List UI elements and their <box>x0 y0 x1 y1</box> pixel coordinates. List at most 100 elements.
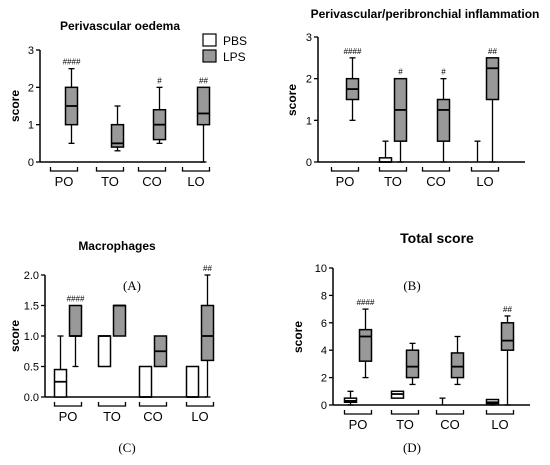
y-tick-label: 0.5 <box>24 362 39 374</box>
significance-annotation: # <box>157 76 162 85</box>
box-body <box>405 349 420 379</box>
box-lps-co <box>153 335 168 368</box>
panel-label: (A) <box>123 278 141 293</box>
x-category-label: TO <box>384 174 402 189</box>
box-body <box>196 86 211 126</box>
y-axis-label: score <box>8 320 22 352</box>
box-lps-to <box>112 304 127 337</box>
category-bracket <box>97 402 127 407</box>
significance-annotation: # <box>441 68 446 77</box>
x-category-label: PO <box>55 174 74 189</box>
legend-label-lps: LPS <box>223 50 246 64</box>
category-bracket <box>330 167 360 172</box>
panel-label: (D) <box>403 440 421 455</box>
box-lps-po <box>64 68 79 144</box>
box-pbs-co <box>138 365 153 398</box>
y-tick-label: 0 <box>28 157 34 169</box>
category-bracket <box>343 410 373 415</box>
category-bracket <box>390 410 420 415</box>
box-pbs-to <box>97 335 112 368</box>
legend: PBS LPS <box>202 33 247 64</box>
box-lps-co <box>152 86 167 144</box>
y-tick-label: 4 <box>321 345 327 357</box>
box-body <box>53 368 68 398</box>
box-body <box>436 98 451 142</box>
box-lps-to <box>405 342 420 386</box>
category-bracket <box>421 167 451 172</box>
legend-label-pbs: PBS <box>223 34 247 48</box>
box-pbs-lo <box>185 365 200 398</box>
box-pbs-lo <box>485 398 500 406</box>
y-axis-label: score <box>291 321 305 353</box>
y-tick-label: 1 <box>306 115 312 127</box>
x-category-label: TO <box>101 174 119 189</box>
box-body <box>68 304 83 337</box>
x-category-label: TO <box>396 417 414 432</box>
box-lps-lo <box>196 86 211 163</box>
y-tick-label: 8 <box>321 290 327 302</box>
box-body <box>110 123 125 148</box>
y-tick-label: 0.0 <box>24 392 39 404</box>
significance-annotation: #### <box>357 298 375 307</box>
category-bracket <box>95 167 125 172</box>
y-tick-label: 0 <box>306 157 312 169</box>
category-bracket <box>485 410 515 415</box>
box-body <box>138 365 153 398</box>
x-category-label: PO <box>59 409 78 424</box>
category-bracket <box>470 167 500 172</box>
box-lps-co <box>450 335 465 386</box>
box-body <box>200 304 215 362</box>
x-category-label: PO <box>349 417 368 432</box>
box-body <box>485 57 500 101</box>
box-body <box>358 328 373 362</box>
y-tick-label: 3 <box>306 32 312 44</box>
box-body <box>500 322 515 351</box>
y-tick-label: 3 <box>28 45 34 57</box>
category-bracket <box>378 167 408 172</box>
significance-annotation: ## <box>199 76 208 85</box>
x-category-label: CO <box>440 417 460 432</box>
significance-annotation: ## <box>488 47 497 56</box>
y-tick-label: 1 <box>28 120 34 132</box>
y-tick-label: 10 <box>315 263 327 275</box>
box-lps-to <box>393 77 408 163</box>
y-tick-label: 6 <box>321 318 327 330</box>
significance-annotation: # <box>398 68 403 77</box>
chart-title: Macrophages <box>78 239 156 253</box>
box-body <box>97 335 112 368</box>
category-bracket <box>137 167 167 172</box>
x-category-label: CO <box>426 174 446 189</box>
significance-annotation: #### <box>67 295 85 304</box>
significance-annotation: #### <box>344 47 362 56</box>
box-pbs-po <box>53 335 68 398</box>
y-axis-label: score <box>285 84 299 116</box>
box-body <box>185 365 200 398</box>
x-category-label: LO <box>491 417 508 432</box>
box-lps-lo <box>485 57 500 163</box>
y-tick-label: 2.0 <box>24 270 39 282</box>
y-tick-label: 1.5 <box>24 301 39 313</box>
y-tick-label: 2 <box>28 82 34 94</box>
y-tick-label: 2 <box>306 74 312 86</box>
chart-title: Total score <box>400 230 474 246</box>
category-bracket <box>181 167 211 172</box>
category-bracket <box>185 402 215 407</box>
x-category-label: LO <box>191 409 208 424</box>
box-body <box>112 304 127 337</box>
legend-swatch-lps <box>202 49 217 63</box>
box-body <box>450 352 465 379</box>
chart-title: Perivascular/peribronchial inflammation <box>311 7 540 21</box>
category-bracket <box>435 410 465 415</box>
box-pbs-po <box>343 390 358 406</box>
significance-annotation: ## <box>203 264 212 273</box>
box-lps-po <box>345 57 360 121</box>
significance-annotation: ## <box>503 305 512 314</box>
y-tick-label: 0 <box>321 400 327 412</box>
box-lps-lo <box>500 315 515 406</box>
panel-label: (C) <box>118 440 135 455</box>
x-category-label: LO <box>187 174 204 189</box>
box-pbs-to <box>378 140 393 163</box>
